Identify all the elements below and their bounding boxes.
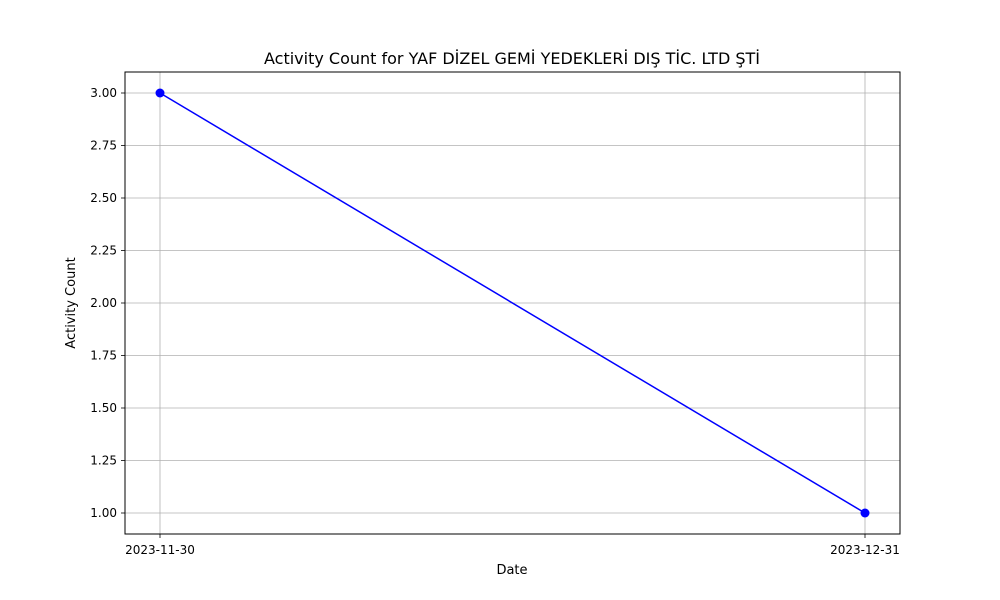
y-tick-label: 1.00 [90,506,117,520]
y-tick-label: 1.25 [90,454,117,468]
y-tick-label: 1.50 [90,401,117,415]
y-tick-label: 2.50 [90,191,117,205]
chart-title: Activity Count for YAF DİZEL GEMİ YEDEKL… [264,49,760,68]
series-layer [155,88,870,518]
y-tick-label: 2.00 [90,296,117,310]
ticks-layer: 1.00 1.25 1.50 1.75 2.00 2.25 2.50 2.75 3.00 2023… [90,86,900,557]
y-axis-label: Activity Count [64,257,79,348]
y-tick-label: 2.25 [90,244,117,258]
y-tick-label: 2.75 [90,139,117,153]
y-tick-label: 1.75 [90,349,117,363]
data-point-marker [155,88,165,98]
data-point-marker [860,508,870,518]
series-line [159,92,866,514]
x-tick-label: 2023-12-31 [830,543,900,557]
y-tick-label: 3.00 [90,86,117,100]
x-tick-label: 2023-11-30 [125,543,195,557]
x-axis-label: Date [496,563,527,578]
